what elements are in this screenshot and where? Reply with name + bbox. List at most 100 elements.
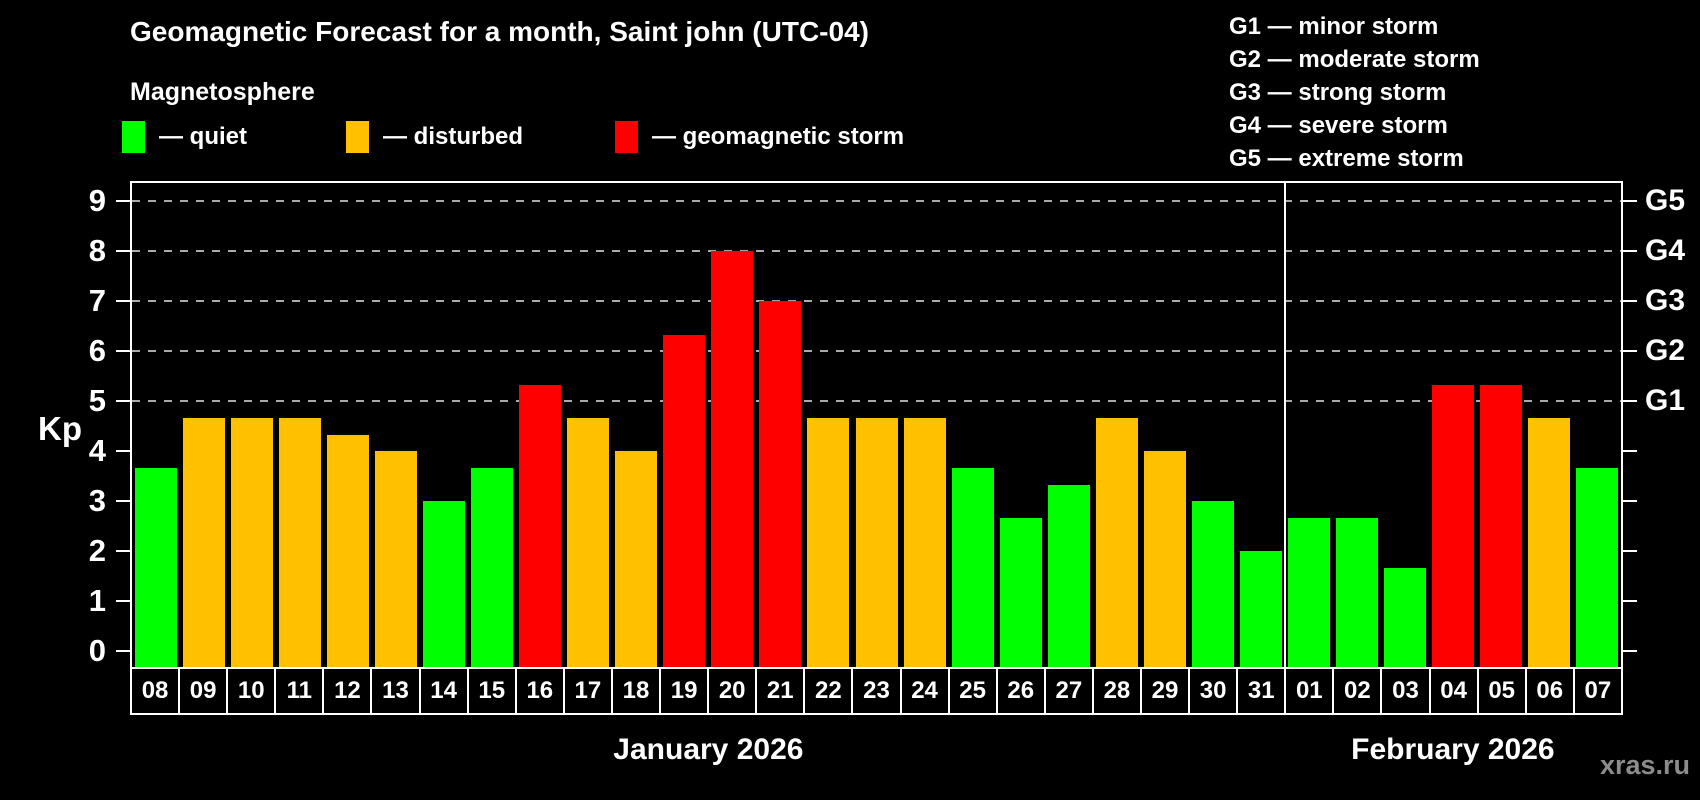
quiet-swatch-icon — [122, 121, 145, 153]
bar-jan-11 — [279, 417, 322, 667]
bar-jan-09 — [183, 417, 226, 667]
y-tick-label-9: 9 — [88, 183, 106, 218]
legend-item-quiet: — quiet — [122, 120, 247, 154]
g-axis-label-g5: G5 — [1645, 184, 1686, 217]
g-legend-line-g4: G4 — severe storm — [1229, 112, 1448, 139]
day-axis-row: 08 09 10 11 12 13 14 15 16 17 18 19 20 21 22 23 24 25 26 27… — [130, 667, 1623, 715]
day-label-jan-28: 28 — [1091, 669, 1140, 713]
bar-jan-17 — [567, 417, 610, 667]
bar-jan-08 — [135, 467, 178, 667]
day-label-feb-05: 05 — [1476, 669, 1525, 713]
kp-legend: — quiet — disturbed — geomagnetic storm — [0, 120, 1100, 160]
bar-jan-18 — [615, 451, 658, 667]
day-label-jan-25: 25 — [947, 669, 996, 713]
y-tick-label-8: 8 — [88, 233, 106, 268]
bar-jan-25 — [951, 467, 994, 667]
bar-jan-26 — [999, 517, 1042, 667]
bar-jan-28 — [1095, 417, 1138, 667]
day-label-jan-20: 20 — [707, 669, 755, 713]
watermark: xras.ru — [1599, 750, 1690, 780]
day-label-jan-22: 22 — [803, 669, 851, 713]
day-label-jan-31: 31 — [1236, 669, 1284, 713]
y-tick-left-5 — [116, 400, 130, 402]
day-label-jan-27: 27 — [1043, 669, 1092, 713]
gridline-kp-7 — [132, 300, 1621, 302]
bar-jan-19 — [663, 334, 706, 667]
day-label-feb-04: 04 — [1428, 669, 1477, 713]
gridline-kp-8 — [132, 250, 1621, 252]
g-axis-label-g3: G3 — [1645, 284, 1686, 317]
kp-axis-title: Kp — [38, 410, 82, 447]
bar-jan-15 — [471, 467, 514, 667]
bar-jan-27 — [1047, 484, 1090, 667]
g-axis-label-g4: G4 — [1645, 234, 1686, 267]
gridline-kp-6 — [132, 350, 1621, 352]
disturbed-swatch-icon — [346, 121, 369, 153]
y-tick-left-0 — [116, 650, 130, 652]
y-tick-left-9 — [116, 200, 130, 202]
y-tick-right-1 — [1623, 600, 1637, 602]
bar-jan-16 — [519, 384, 562, 667]
bar-jan-23 — [855, 417, 898, 667]
day-label-jan-11: 11 — [274, 669, 322, 713]
legend-label-quiet: — quiet — [159, 123, 247, 150]
y-tick-label-5: 5 — [88, 383, 106, 418]
day-label-jan-23: 23 — [851, 669, 899, 713]
day-label-jan-30: 30 — [1188, 669, 1236, 713]
y-tick-label-1: 1 — [88, 583, 106, 618]
legend-label-disturbed: — disturbed — [383, 123, 524, 150]
y-tick-right-5 — [1623, 400, 1637, 402]
bar-feb-06 — [1527, 417, 1570, 667]
bar-feb-02 — [1335, 517, 1378, 667]
y-tick-label-6: 6 — [88, 333, 106, 368]
y-tick-left-6 — [116, 350, 130, 352]
g-legend-line-g1: G1 — minor storm — [1229, 13, 1439, 40]
day-label-jan-21: 21 — [755, 669, 803, 713]
bar-jan-10 — [231, 417, 274, 667]
y-tick-right-9 — [1623, 200, 1637, 202]
bar-jan-14 — [423, 501, 466, 667]
bar-feb-04 — [1431, 384, 1474, 667]
y-tick-label-4: 4 — [88, 433, 106, 468]
g-legend-line-g5: G5 — extreme storm — [1229, 145, 1464, 172]
y-tick-left-1 — [116, 600, 130, 602]
bar-feb-05 — [1479, 384, 1522, 667]
y-tick-label-2: 2 — [88, 533, 106, 568]
day-label-jan-26: 26 — [995, 669, 1044, 713]
y-tick-label-0: 0 — [88, 633, 106, 668]
day-label-jan-18: 18 — [610, 669, 659, 713]
day-label-feb-06: 06 — [1524, 669, 1573, 713]
day-label-jan-29: 29 — [1139, 669, 1188, 713]
bar-jan-22 — [807, 417, 850, 667]
legend-label-storm: — geomagnetic storm — [652, 123, 905, 150]
y-tick-right-7 — [1623, 300, 1637, 302]
bar-jan-29 — [1143, 451, 1186, 667]
day-label-jan-19: 19 — [659, 669, 707, 713]
day-label-jan-24: 24 — [899, 669, 948, 713]
day-label-feb-02: 02 — [1332, 669, 1380, 713]
bar-jan-24 — [903, 417, 946, 667]
g-legend-line-g2: G2 — moderate storm — [1229, 46, 1480, 73]
y-tick-left-8 — [116, 250, 130, 252]
magnetosphere-label: Magnetosphere — [130, 78, 315, 106]
day-label-feb-03: 03 — [1380, 669, 1428, 713]
day-label-jan-17: 17 — [562, 669, 611, 713]
gridline-kp-9 — [132, 200, 1621, 202]
day-label-jan-08: 08 — [141, 677, 169, 704]
y-tick-left-2 — [116, 550, 130, 552]
gridline-kp-5 — [132, 400, 1621, 402]
y-tick-right-0 — [1623, 650, 1637, 652]
day-label-jan-09: 09 — [178, 669, 226, 713]
bar-feb-03 — [1383, 567, 1426, 667]
y-tick-left-7 — [116, 300, 130, 302]
bar-jan-31 — [1239, 551, 1282, 667]
bar-jan-20 — [711, 251, 754, 667]
bar-jan-30 — [1191, 501, 1234, 667]
day-label-jan-14: 14 — [418, 669, 467, 713]
y-tick-right-4 — [1623, 450, 1637, 452]
bar-jan-12 — [327, 434, 370, 667]
day-label-jan-16: 16 — [514, 669, 563, 713]
g-axis-label-g1: G1 — [1645, 384, 1686, 417]
legend-item-storm: — geomagnetic storm — [615, 120, 904, 154]
